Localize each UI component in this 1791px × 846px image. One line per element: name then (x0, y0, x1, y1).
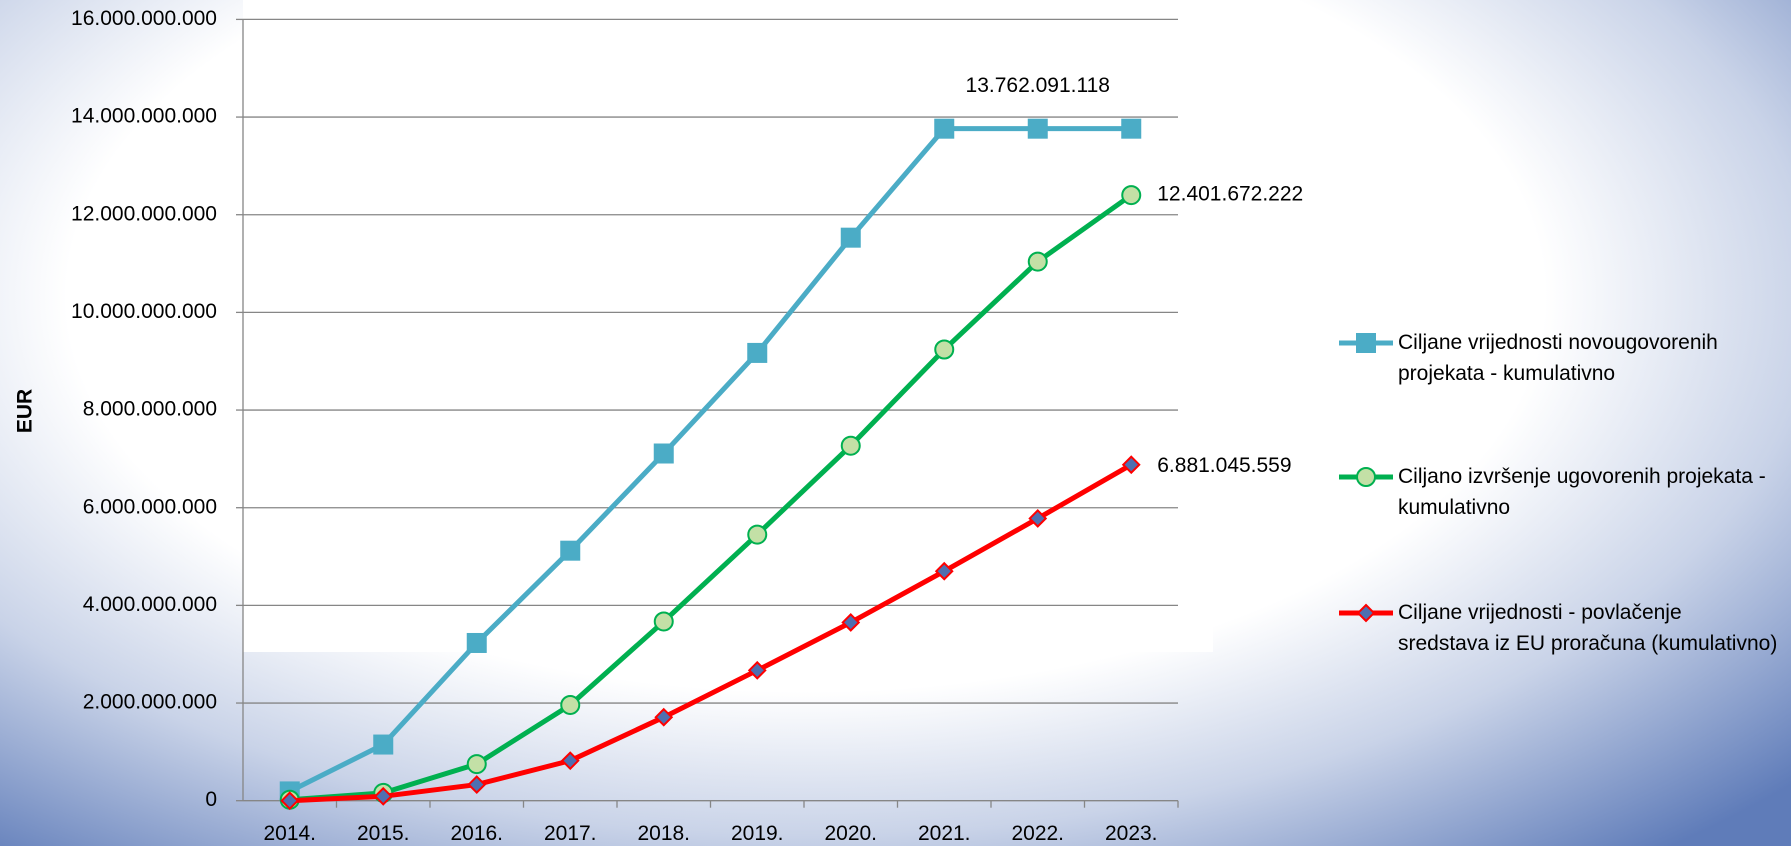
marker (1121, 185, 1142, 206)
marker (747, 660, 767, 680)
data-label: 12.401.672.222 (1157, 183, 1303, 206)
data-label: 6.881.045.559 (1157, 454, 1291, 477)
x-tick-label: 2021. (918, 822, 971, 845)
marker (1027, 118, 1048, 139)
legend-marker (1356, 467, 1376, 487)
marker (653, 443, 674, 464)
marker (840, 227, 861, 248)
marker (934, 339, 955, 360)
y-tick-label: 16.000.000.000 (71, 7, 217, 30)
x-tick-label: 2023. (1105, 822, 1158, 845)
x-tick-label: 2020. (824, 822, 877, 845)
y-tick-label: 6.000.000.000 (83, 495, 217, 518)
marker (560, 540, 581, 561)
marker (373, 734, 394, 755)
x-tick-label: 2019. (731, 822, 784, 845)
marker (467, 775, 487, 795)
y-tick-label: 8.000.000.000 (83, 398, 217, 421)
x-tick-label: 2016. (450, 822, 503, 845)
marker (653, 611, 674, 632)
legend-marker (1356, 603, 1376, 623)
marker (747, 524, 768, 545)
y-axis-label: EUR (14, 389, 37, 433)
marker (1027, 251, 1048, 272)
marker (747, 342, 768, 363)
x-tick-label: 2018. (637, 822, 690, 845)
plot-background (243, 0, 1213, 652)
x-tick-label: 2014. (263, 822, 316, 845)
marker (560, 751, 580, 771)
legend-marker (1356, 333, 1376, 353)
marker (840, 435, 861, 456)
marker (841, 613, 861, 632)
marker (934, 561, 954, 581)
marker (1028, 509, 1048, 528)
series-line (289, 462, 1133, 804)
y-tick-label: 14.000.000.000 (71, 105, 217, 128)
y-tick-label: 10.000.000.000 (71, 300, 217, 323)
legend-label: Ciljano izvršenje ugovorenih projekata -… (1398, 465, 1766, 519)
marker (373, 786, 393, 806)
marker (1121, 118, 1142, 139)
series-line (289, 193, 1133, 803)
y-tick-label: 4.000.000.000 (83, 593, 217, 616)
marker (1121, 455, 1141, 475)
x-tick-label: 2015. (357, 822, 410, 845)
marker (934, 118, 955, 139)
legend-label: Ciljane vrijednosti novougovorenih proje… (1398, 331, 1718, 385)
y-tick-label: 12.000.000.000 (71, 202, 217, 225)
marker (654, 707, 674, 727)
x-tick-label: 2017. (544, 822, 597, 845)
legend-label: Ciljane vrijednosti - povlačenje sredsta… (1398, 601, 1778, 655)
marker (280, 791, 300, 811)
x-tick-label: 2022. (1011, 822, 1064, 845)
y-tick-label: 0 (205, 788, 217, 811)
marker (560, 694, 581, 715)
marker (466, 754, 487, 775)
data-label: 13.762.091.118 (966, 74, 1110, 97)
series-line (288, 126, 1132, 794)
y-tick-label: 2.000.000.000 (83, 691, 217, 714)
marker (466, 632, 487, 653)
